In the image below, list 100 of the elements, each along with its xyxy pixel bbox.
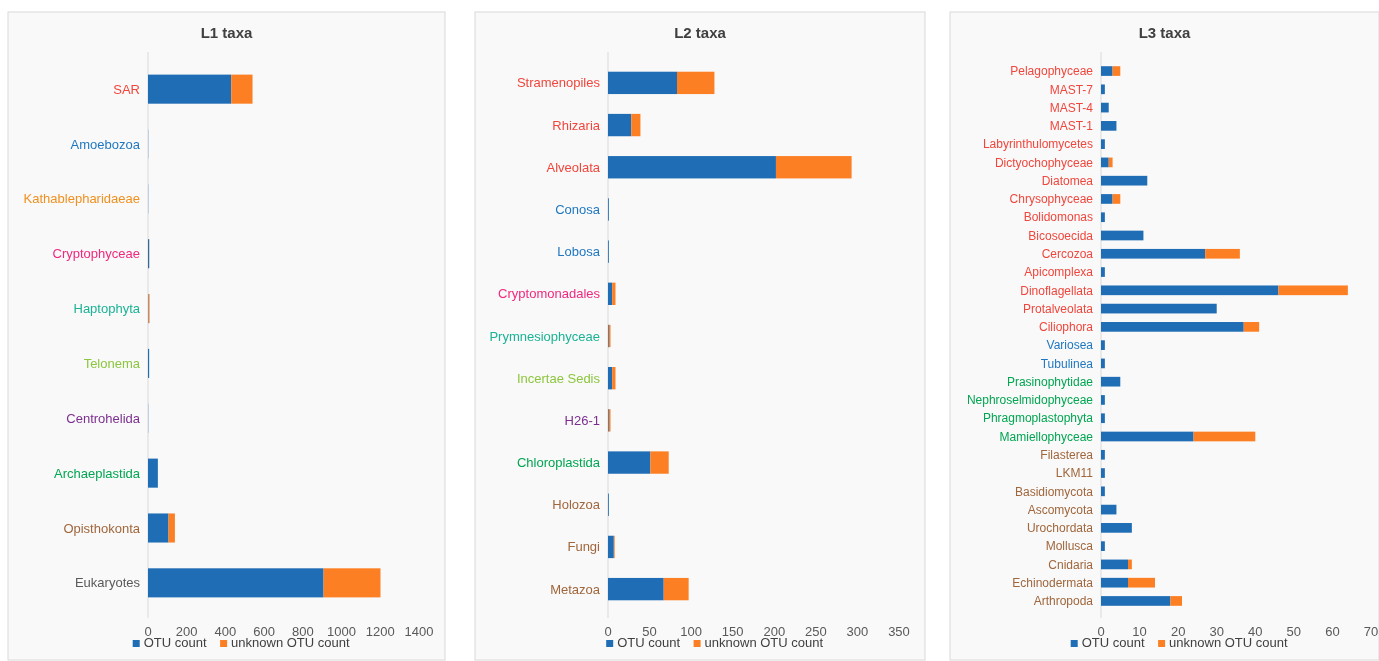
bar bbox=[1101, 523, 1132, 533]
bar bbox=[1101, 395, 1105, 405]
y-tick-label: Stramenopiles bbox=[516, 75, 601, 91]
y-tick-label: Basidiomycota bbox=[1014, 484, 1094, 499]
y-tick-label: Alveolata bbox=[546, 159, 601, 175]
chart-title: L3 taxa bbox=[1138, 24, 1191, 41]
y-tick-label: Telonema bbox=[83, 355, 141, 371]
bar bbox=[168, 513, 175, 543]
y-tick-label: Rhizaria bbox=[552, 117, 601, 133]
bar bbox=[1112, 66, 1121, 76]
bar bbox=[1101, 577, 1128, 588]
y-tick-label: Kathablepharidaeae bbox=[23, 191, 140, 207]
bar bbox=[1101, 212, 1105, 223]
bar bbox=[1101, 541, 1105, 551]
x-tick-label: 60 bbox=[1325, 624, 1340, 639]
bar bbox=[1101, 559, 1128, 570]
chart-title: L1 taxa bbox=[200, 24, 253, 41]
y-tick-label: Labyrinthulomycetes bbox=[982, 137, 1093, 152]
y-tick-label: Lobosa bbox=[557, 244, 601, 260]
y-tick-label: Conosa bbox=[555, 201, 601, 217]
y-tick-label: Amoebozoa bbox=[70, 136, 141, 152]
x-tick-label: 1200 bbox=[365, 624, 395, 639]
y-tick-label: Eukaryotes bbox=[74, 575, 141, 591]
bar bbox=[608, 156, 776, 179]
bar bbox=[1193, 431, 1256, 442]
bar bbox=[1101, 504, 1117, 515]
y-tick-label: Dictyochophyceae bbox=[994, 155, 1094, 170]
y-tick-label: Metazoa bbox=[550, 581, 601, 597]
bar bbox=[608, 451, 651, 474]
y-tick-label: Ascomycota bbox=[1027, 502, 1094, 517]
x-tick-label: 50 bbox=[1286, 624, 1302, 639]
bar bbox=[608, 71, 678, 95]
y-tick-label: Dinoflagellata bbox=[1020, 283, 1094, 298]
bar bbox=[1101, 157, 1109, 168]
bar bbox=[1170, 596, 1182, 606]
x-tick-label: 70 bbox=[1363, 624, 1379, 639]
bar bbox=[1101, 358, 1105, 369]
y-tick-label: Mollusca bbox=[1045, 539, 1094, 554]
y-tick-label: Diatomea bbox=[1041, 173, 1094, 188]
x-tick-label: 100 bbox=[680, 624, 702, 639]
bar bbox=[1101, 175, 1148, 186]
chart-title: L2 taxa bbox=[674, 24, 727, 41]
y-tick-label: Chrysophyceae bbox=[1009, 192, 1094, 207]
y-tick-label: Phragmoplastophyta bbox=[982, 411, 1094, 426]
y-tick-label: Haptophyta bbox=[73, 301, 141, 317]
bar bbox=[631, 113, 641, 137]
bar bbox=[1128, 577, 1155, 588]
bar bbox=[1278, 285, 1348, 296]
bar bbox=[148, 458, 158, 488]
y-tick-label: Chloroplastida bbox=[516, 455, 601, 471]
bar bbox=[323, 568, 381, 598]
y-tick-label: Filasterea bbox=[1040, 447, 1094, 462]
bar bbox=[148, 513, 169, 543]
y-tick-label: Centrohelida bbox=[66, 410, 141, 426]
bar bbox=[1101, 102, 1109, 113]
bar bbox=[1243, 322, 1260, 332]
x-tick-label: 300 bbox=[846, 624, 869, 639]
bar bbox=[663, 577, 689, 601]
y-tick-label: Apicomplexa bbox=[1024, 265, 1094, 280]
bar bbox=[1101, 303, 1217, 314]
y-tick-label: Variosea bbox=[1046, 338, 1094, 353]
y-tick-label: Mamiellophyceae bbox=[999, 429, 1094, 444]
y-tick-label: Bicosoecida bbox=[1028, 228, 1094, 243]
y-tick-label: Prasinophytidae bbox=[1006, 374, 1094, 389]
bar bbox=[1205, 248, 1240, 259]
bar bbox=[1101, 194, 1113, 204]
bar bbox=[608, 282, 613, 305]
bar bbox=[1101, 121, 1117, 131]
x-tick-label: 350 bbox=[888, 624, 910, 639]
y-tick-label: LKM11 bbox=[1055, 466, 1094, 481]
bar bbox=[1101, 340, 1105, 350]
bar bbox=[1101, 66, 1113, 76]
bar bbox=[1101, 84, 1105, 95]
y-tick-label: Tubulinea bbox=[1040, 356, 1094, 371]
y-tick-label: Fungi bbox=[567, 539, 601, 555]
y-tick-label: SAR bbox=[113, 81, 140, 97]
bar bbox=[148, 74, 232, 104]
bar bbox=[1101, 322, 1244, 332]
y-tick-label: H26-1 bbox=[564, 412, 600, 428]
y-tick-label: MAST-1 bbox=[1049, 119, 1094, 134]
y-tick-label: Pelagophyceae bbox=[1010, 64, 1094, 79]
bar bbox=[231, 74, 253, 104]
y-tick-label: Incertae Sedis bbox=[516, 370, 601, 386]
y-tick-label: Cryptomonadales bbox=[498, 286, 601, 302]
y-tick-label: Cnidaria bbox=[1048, 557, 1094, 572]
y-tick-label: Nephroselmidophyceae bbox=[966, 393, 1094, 408]
bar bbox=[1101, 267, 1105, 277]
x-tick-label: 1400 bbox=[404, 624, 434, 639]
y-tick-label: Arthropoda bbox=[1033, 594, 1094, 609]
x-tick-label: 0 bbox=[604, 624, 612, 639]
bar bbox=[608, 113, 632, 137]
y-tick-label: MAST-4 bbox=[1049, 100, 1094, 115]
bar bbox=[608, 577, 664, 601]
y-tick-label: Opisthokonta bbox=[63, 520, 141, 536]
bar bbox=[1128, 559, 1132, 570]
y-tick-label: Prymnesiophyceae bbox=[489, 328, 600, 344]
bar bbox=[775, 156, 852, 179]
bar bbox=[1101, 431, 1194, 442]
bar bbox=[1101, 376, 1121, 387]
bar bbox=[148, 568, 324, 598]
